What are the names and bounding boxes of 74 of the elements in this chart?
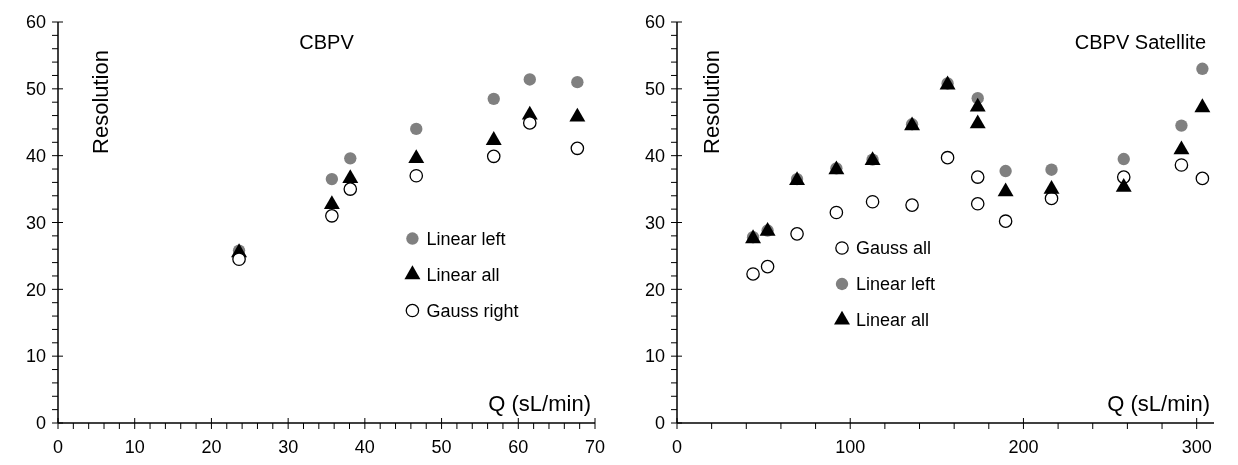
x-tick-label: 0 xyxy=(671,437,683,457)
x-tick-label: 50 xyxy=(431,437,452,457)
x-axis-title: Q (sL/min) xyxy=(1107,391,1210,416)
point xyxy=(325,209,339,223)
point xyxy=(486,149,501,164)
legend-label: Linear all xyxy=(426,264,500,285)
x-tick-label: 30 xyxy=(278,437,299,457)
point xyxy=(829,205,844,220)
point xyxy=(997,182,1014,197)
x-tick-label: 10 xyxy=(124,437,145,457)
point xyxy=(409,168,424,183)
point xyxy=(760,259,775,274)
y-tick-label: 10 xyxy=(25,346,46,367)
x-axis-title: Q (sL/min) xyxy=(488,391,591,416)
x-tick-label: 70 xyxy=(584,437,606,457)
y-tick-label: 10 xyxy=(644,346,665,367)
point xyxy=(1196,62,1209,75)
y-tick-label: 60 xyxy=(644,12,665,33)
point xyxy=(940,150,955,165)
x-tick-label: 40 xyxy=(354,437,375,457)
y-tick-label: 20 xyxy=(25,279,46,300)
point xyxy=(970,170,985,184)
point xyxy=(746,267,760,281)
point xyxy=(522,116,537,130)
y-tick-label: 30 xyxy=(644,212,665,233)
y-tick-label: 40 xyxy=(644,145,665,166)
y-tick-label: 20 xyxy=(644,279,665,300)
legend-label: Linear all xyxy=(856,310,930,331)
point xyxy=(1175,119,1188,132)
text: CBPV Satellite xyxy=(1074,31,1206,53)
y-tick-label: 30 xyxy=(25,212,46,233)
y-tick-label: 60 xyxy=(25,12,46,33)
point xyxy=(570,141,585,156)
point xyxy=(998,214,1013,228)
point xyxy=(571,75,584,89)
point xyxy=(1117,152,1130,166)
point xyxy=(523,73,536,86)
y-tick-label: 50 xyxy=(644,79,665,100)
point xyxy=(790,227,804,241)
point xyxy=(325,172,339,186)
point xyxy=(323,195,340,210)
point xyxy=(1195,171,1210,186)
point xyxy=(905,198,919,212)
x-tick-label: 200 xyxy=(1008,437,1039,457)
legend-label: Gauss right xyxy=(426,300,519,321)
y-tick-label: 0 xyxy=(654,413,665,434)
point xyxy=(999,164,1012,178)
point xyxy=(970,196,985,211)
point xyxy=(1045,163,1058,176)
point xyxy=(343,182,358,196)
y-tick-label: 50 xyxy=(25,79,46,100)
point xyxy=(410,122,423,136)
y-tick-label: 0 xyxy=(35,413,46,434)
x-tick-label: 300 xyxy=(1181,437,1212,457)
point xyxy=(487,92,500,106)
point xyxy=(1173,140,1190,155)
point xyxy=(969,114,986,129)
y-axis-title: Resolution xyxy=(699,50,724,154)
x-tick-label: 100 xyxy=(835,437,866,457)
x-tick-label: 20 xyxy=(201,437,222,457)
point xyxy=(969,97,986,112)
legend-label: Linear left xyxy=(856,274,936,295)
point xyxy=(1194,98,1211,113)
y-tick-label: 40 xyxy=(25,145,46,166)
point xyxy=(344,152,357,165)
point xyxy=(865,194,880,209)
x-tick-label: 0 xyxy=(52,437,64,457)
legend-label: Linear left xyxy=(426,228,506,249)
point xyxy=(1174,158,1189,172)
text: CBPV xyxy=(299,31,355,53)
x-tick-label: 60 xyxy=(508,437,529,457)
legend-label: Gauss all xyxy=(856,238,932,259)
point xyxy=(232,252,246,267)
y-axis-title: Resolution xyxy=(88,50,113,154)
